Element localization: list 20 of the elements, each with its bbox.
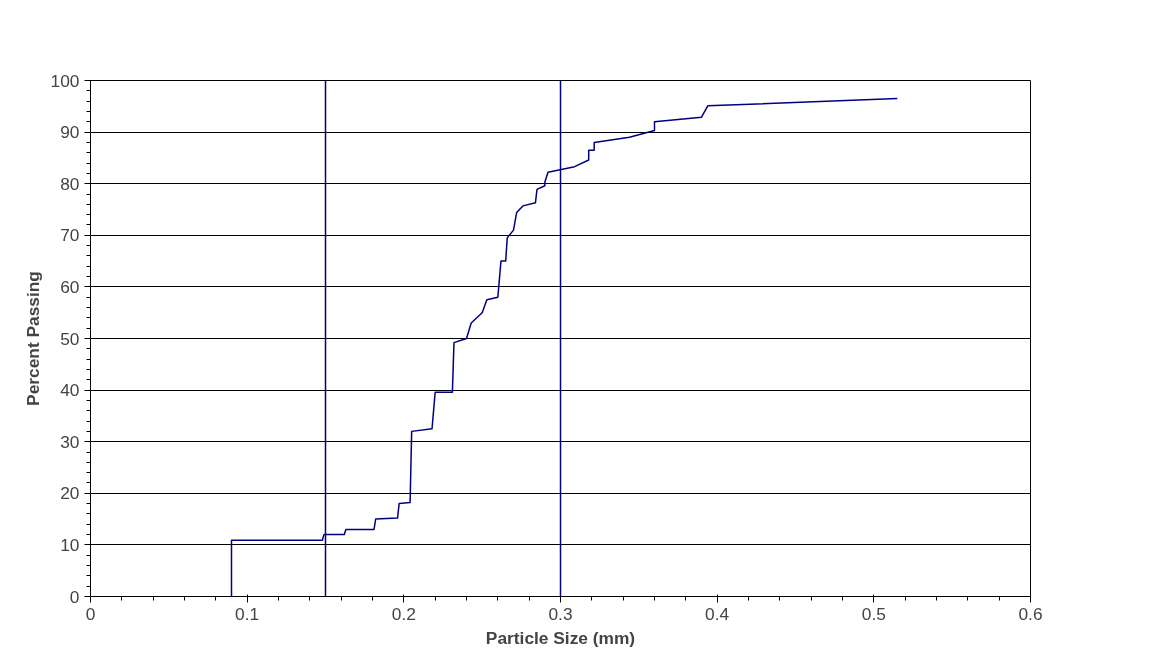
y-tick-label: 30 (60, 431, 80, 452)
y-tick-label: 50 (60, 328, 80, 349)
y-tick-label: 90 (60, 122, 80, 143)
y-tick-label: 10 (60, 534, 80, 555)
y-tick-label: 100 (50, 70, 80, 91)
y-tick-label: 70 (60, 225, 80, 246)
x-tick-label: 0.1 (235, 603, 260, 624)
x-tick-label: 0 (85, 603, 96, 624)
x-tick-label: 0.3 (548, 603, 573, 624)
x-tick-label: 0.6 (1018, 603, 1043, 624)
y-tick-label: 20 (60, 483, 80, 504)
y-tick-label: 0 (69, 586, 80, 607)
y-tick-label: 60 (60, 276, 80, 297)
y-tick-label: 80 (60, 173, 80, 194)
x-tick-label: 0.2 (391, 603, 416, 624)
x-axis-title: Particle Size (mm) (485, 627, 636, 648)
x-tick-label: 0.5 (861, 603, 886, 624)
y-tick-label: 40 (60, 380, 80, 401)
y-axis-title: Percent Passing (22, 271, 43, 406)
x-tick-label: 0.4 (705, 603, 730, 624)
